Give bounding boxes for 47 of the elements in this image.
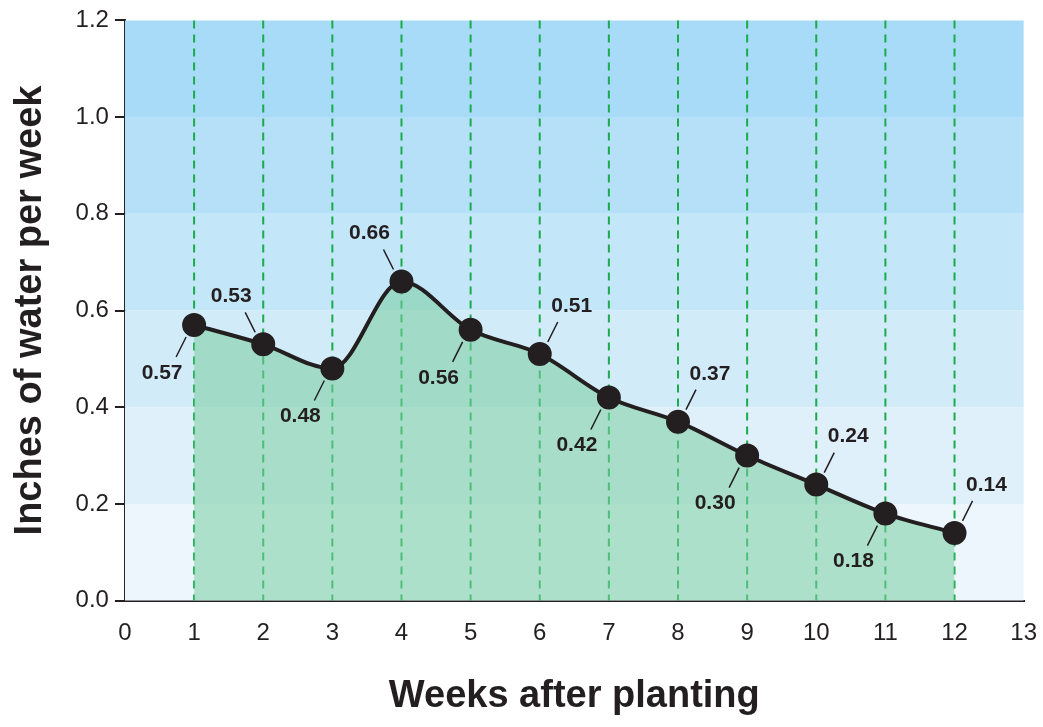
- x-tick-label: 3: [325, 617, 340, 645]
- x-tick-label: 6: [533, 617, 547, 645]
- point: [666, 409, 690, 434]
- data-label: 0.53: [210, 283, 252, 307]
- point: [735, 443, 760, 468]
- data-label: 0.18: [832, 548, 875, 572]
- data-label: 0.56: [418, 364, 460, 388]
- x-tick-label: 8: [671, 617, 685, 645]
- y-tick-label: 0.2: [75, 488, 109, 516]
- data-label: 0.42: [556, 432, 598, 456]
- x-tick-label: 12: [941, 617, 968, 645]
- data-label: 0.24: [827, 423, 870, 447]
- x-tick-label: 9: [740, 617, 754, 645]
- data-label: 0.51: [551, 292, 593, 316]
- data-label: 0.14: [966, 471, 1008, 495]
- data-label: 0.48: [279, 403, 322, 427]
- point: [804, 472, 829, 497]
- data-label: 0.37: [689, 360, 731, 384]
- point: [596, 385, 621, 410]
- point: [873, 501, 898, 526]
- x-tick-label: 11: [872, 617, 898, 645]
- point: [389, 269, 414, 294]
- x-tick-label: 5: [463, 617, 478, 645]
- point: [251, 332, 276, 357]
- point: [942, 520, 967, 545]
- x-tick-label: 1: [187, 617, 201, 645]
- y-axis-title: Inches of water per week: [7, 84, 50, 536]
- data-label: 0.30: [694, 490, 736, 514]
- y-tick-label: 1.2: [75, 5, 109, 33]
- x-tick-label: 10: [802, 617, 830, 645]
- point: [320, 356, 345, 381]
- y-tick-label: 0.4: [75, 391, 109, 419]
- point: [527, 342, 552, 367]
- point: [458, 317, 483, 342]
- x-tick-label: 13: [1010, 617, 1037, 645]
- point: [182, 313, 207, 338]
- x-tick-label: 7: [602, 617, 616, 645]
- y-tick-label: 0.6: [75, 295, 109, 323]
- data-label: 0.66: [349, 220, 390, 244]
- y-tick-label: 0.8: [75, 198, 109, 226]
- y-tick-label: 0.0: [75, 585, 109, 613]
- y-tick-label: 1.0: [75, 101, 109, 129]
- x-tick-label: 0: [118, 617, 132, 645]
- x-axis-title: Weeks after planting: [388, 672, 760, 715]
- data-label: 0.57: [141, 359, 183, 383]
- x-tick-label: 2: [256, 617, 270, 645]
- x-tick-label: 4: [394, 617, 409, 645]
